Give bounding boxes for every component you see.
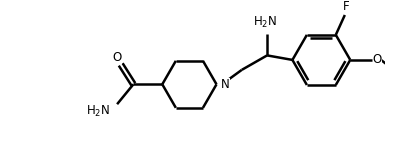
Text: N: N [221, 78, 230, 91]
Text: F: F [343, 0, 350, 13]
Text: O: O [373, 53, 382, 66]
Text: H$_2$N: H$_2$N [253, 15, 277, 30]
Text: H$_2$N: H$_2$N [86, 104, 110, 119]
Text: O: O [113, 51, 122, 64]
